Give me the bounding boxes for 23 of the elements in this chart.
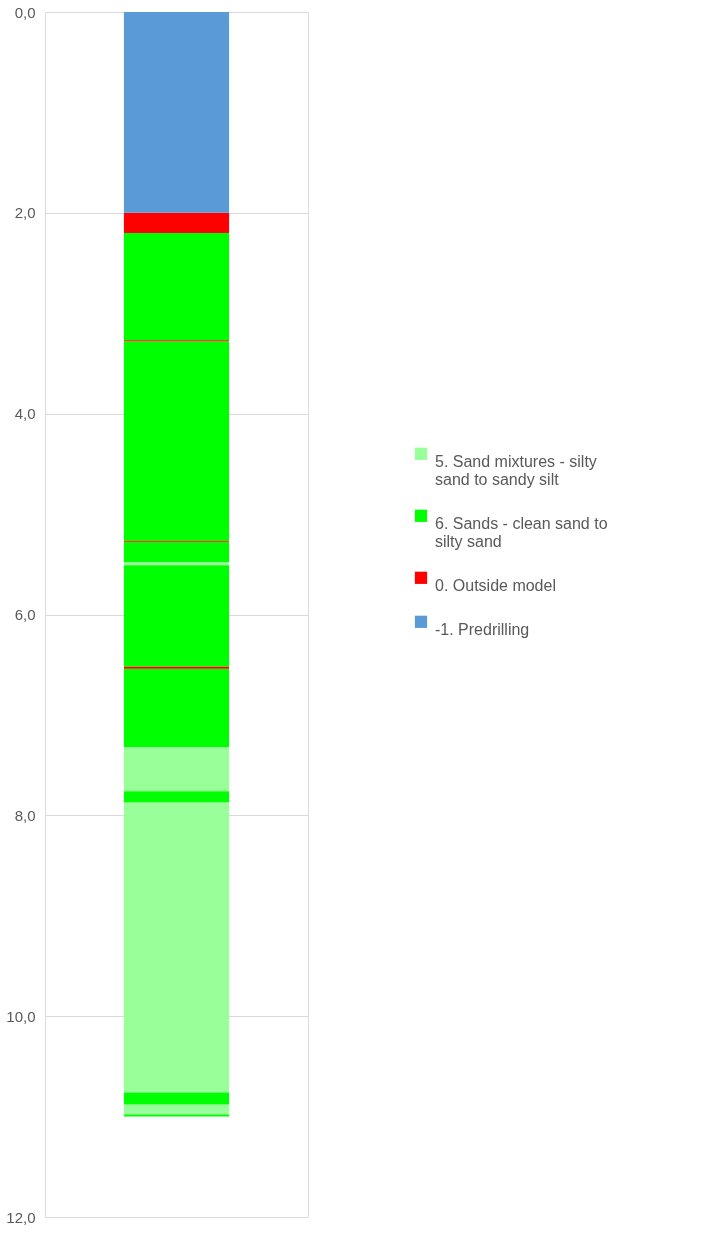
bar: [123, 212, 230, 233]
legend-label: 0. Outside model: [435, 576, 556, 594]
y-tick-label: 10,0: [6, 1007, 36, 1025]
bar: [123, 666, 230, 669]
y-tick-label: 8,0: [14, 806, 36, 824]
bar: [123, 12, 230, 213]
bar: [123, 1104, 230, 1115]
bar: [123, 802, 230, 1093]
bar: [123, 1114, 230, 1117]
bar: [123, 1092, 230, 1105]
bar: [123, 565, 230, 667]
bar: [123, 791, 230, 803]
legend-label: 5. Sand mixtures - silty sand to sandy silt: [435, 452, 597, 488]
y-tick-label: 2,0: [14, 204, 36, 222]
legend-label: -1. Predrilling: [435, 620, 530, 638]
bar: [123, 668, 230, 748]
bar: [123, 562, 230, 566]
y-tick-label: 4,0: [14, 405, 36, 423]
legend-label: 6. Sands - clean sand to silty sand: [435, 514, 608, 550]
y-tick-label: 0,0: [14, 3, 36, 21]
y-tick-label: 12,0: [6, 1208, 36, 1226]
y-tick-label: 6,0: [14, 606, 36, 623]
bar: [123, 747, 230, 792]
